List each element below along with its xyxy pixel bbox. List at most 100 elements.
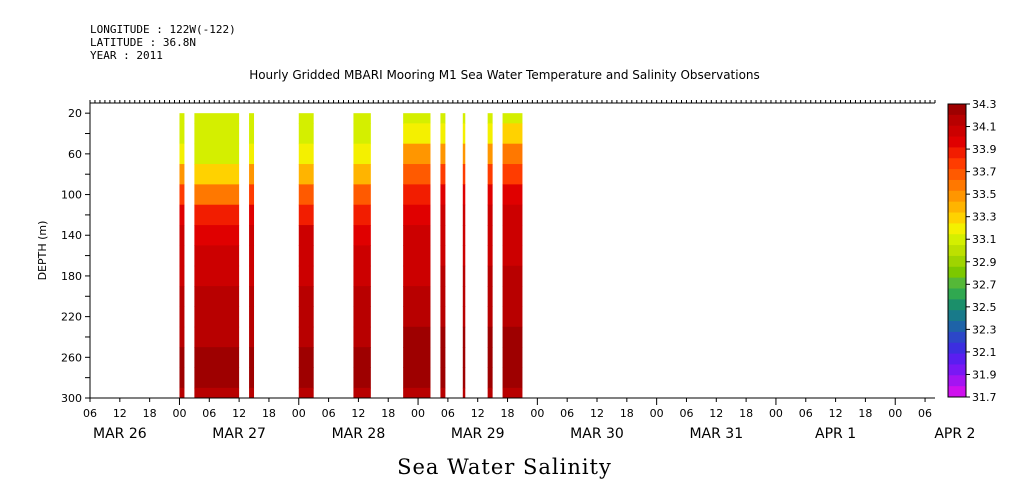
colorbar-swatch xyxy=(948,114,966,127)
salinity-cell xyxy=(194,326,240,348)
salinity-cell xyxy=(249,184,255,206)
salinity-cell xyxy=(403,306,431,328)
salinity-cell xyxy=(487,123,493,145)
colorbar-tick-label: 33.5 xyxy=(972,188,997,201)
salinity-cell xyxy=(502,143,523,165)
salinity-cell xyxy=(249,245,255,267)
salinity-cell xyxy=(440,164,446,185)
colorbar-swatch xyxy=(948,136,966,148)
salinity-cell xyxy=(487,225,493,246)
salinity-cell xyxy=(353,225,371,246)
x-day-label: APR 1 xyxy=(815,426,856,442)
colorbar-tick-label: 33.9 xyxy=(972,143,997,156)
salinity-cell xyxy=(249,164,255,185)
colorbar: 34.3 34.1 33.9 33.7 33.5 33.3 33.1 32.9 32.7 32.5… xyxy=(947,98,997,404)
salinity-cell xyxy=(249,387,255,399)
colorbar-swatch xyxy=(948,266,966,279)
salinity-cell xyxy=(298,143,314,165)
colorbar-swatch xyxy=(948,310,966,322)
variable-title: Sea Water Salinity xyxy=(397,455,612,479)
colorbar-swatch xyxy=(948,342,966,355)
colorbar-tick-label: 32.7 xyxy=(972,278,997,291)
salinity-cell xyxy=(353,164,371,185)
salinity-cell xyxy=(462,113,466,124)
salinity-cell xyxy=(487,113,493,124)
colorbar-swatch xyxy=(948,147,966,159)
colorbar-tick-label: 31.7 xyxy=(972,391,997,404)
colorbar-swatch xyxy=(948,212,966,224)
salinity-cell xyxy=(502,204,523,226)
salinity-cell xyxy=(502,387,523,399)
x-tick-label: 06 xyxy=(83,407,97,420)
y-tick-label: 300 xyxy=(61,392,82,405)
x-tick-label: 00 xyxy=(650,407,664,420)
salinity-cell xyxy=(440,204,446,226)
y-tick-label: 140 xyxy=(61,229,82,242)
salinity-cell xyxy=(194,367,240,389)
salinity-cell xyxy=(440,184,446,206)
colorbar-tick-label: 31.9 xyxy=(972,368,997,381)
salinity-cell xyxy=(353,204,371,226)
x-tick-label: 12 xyxy=(351,407,365,420)
x-tick-label: 06 xyxy=(918,407,932,420)
salinity-cell xyxy=(194,204,240,226)
colorbar-swatch xyxy=(948,223,966,235)
salinity-cell xyxy=(179,143,185,165)
colorbar-tick-label: 32.1 xyxy=(972,346,997,359)
salinity-cell xyxy=(194,225,240,246)
x-tick-label: 18 xyxy=(739,407,753,420)
salinity-cell xyxy=(502,123,523,145)
salinity-cell xyxy=(298,306,314,328)
x-tick-label: 12 xyxy=(113,407,127,420)
colorbar-swatch xyxy=(948,277,966,289)
salinity-cell xyxy=(487,204,493,226)
salinity-cell xyxy=(487,164,493,185)
salinity-cell xyxy=(403,387,431,399)
salinity-cell xyxy=(179,245,185,267)
salinity-cell xyxy=(440,143,446,165)
salinity-cell xyxy=(179,286,185,307)
colorbar-tick-label: 34.1 xyxy=(972,121,997,134)
colorbar-swatch xyxy=(948,375,966,387)
salinity-cell xyxy=(487,387,493,399)
salinity-cell xyxy=(502,326,523,348)
salinity-cell xyxy=(249,225,255,246)
salinity-cell xyxy=(353,347,371,368)
colorbar-swatch xyxy=(948,353,966,365)
salinity-cell xyxy=(502,245,523,267)
x-day-label: MAR 31 xyxy=(689,426,743,442)
salinity-cell xyxy=(487,367,493,389)
colorbar-tick-label: 32.3 xyxy=(972,323,997,336)
y-tick-label: 260 xyxy=(61,351,82,364)
salinity-cell xyxy=(298,204,314,226)
colorbar-tick-label: 32.9 xyxy=(972,256,997,269)
salinity-cell xyxy=(487,306,493,328)
salinity-cell xyxy=(194,113,240,124)
colorbar-swatch xyxy=(948,125,966,138)
salinity-cell xyxy=(179,204,185,226)
salinity-cell xyxy=(179,265,185,287)
salinity-cell xyxy=(487,286,493,307)
salinity-cell xyxy=(249,265,255,287)
salinity-cell xyxy=(179,387,185,399)
x-tick-label: 00 xyxy=(769,407,783,420)
x-tick-label: 06 xyxy=(322,407,336,420)
latitude-label: LATITUDE : 36.8N xyxy=(90,36,196,49)
salinity-cell xyxy=(298,164,314,185)
salinity-cell xyxy=(440,286,446,307)
colorbar-tick-label: 33.7 xyxy=(972,166,997,179)
salinity-cell xyxy=(298,367,314,389)
salinity-cell xyxy=(249,367,255,389)
x-tick-label: 06 xyxy=(560,407,574,420)
x-tick-label: 06 xyxy=(441,407,455,420)
x-day-label: MAR 28 xyxy=(332,426,386,442)
salinity-cell xyxy=(353,245,371,267)
x-tick-label: 00 xyxy=(411,407,425,420)
salinity-cell xyxy=(502,347,523,368)
salinity-cell xyxy=(179,164,185,185)
x-tick-label: 12 xyxy=(232,407,246,420)
salinity-cell xyxy=(298,245,314,267)
salinity-cell xyxy=(502,367,523,389)
salinity-cell xyxy=(440,123,446,145)
x-tick-label: 18 xyxy=(858,407,872,420)
